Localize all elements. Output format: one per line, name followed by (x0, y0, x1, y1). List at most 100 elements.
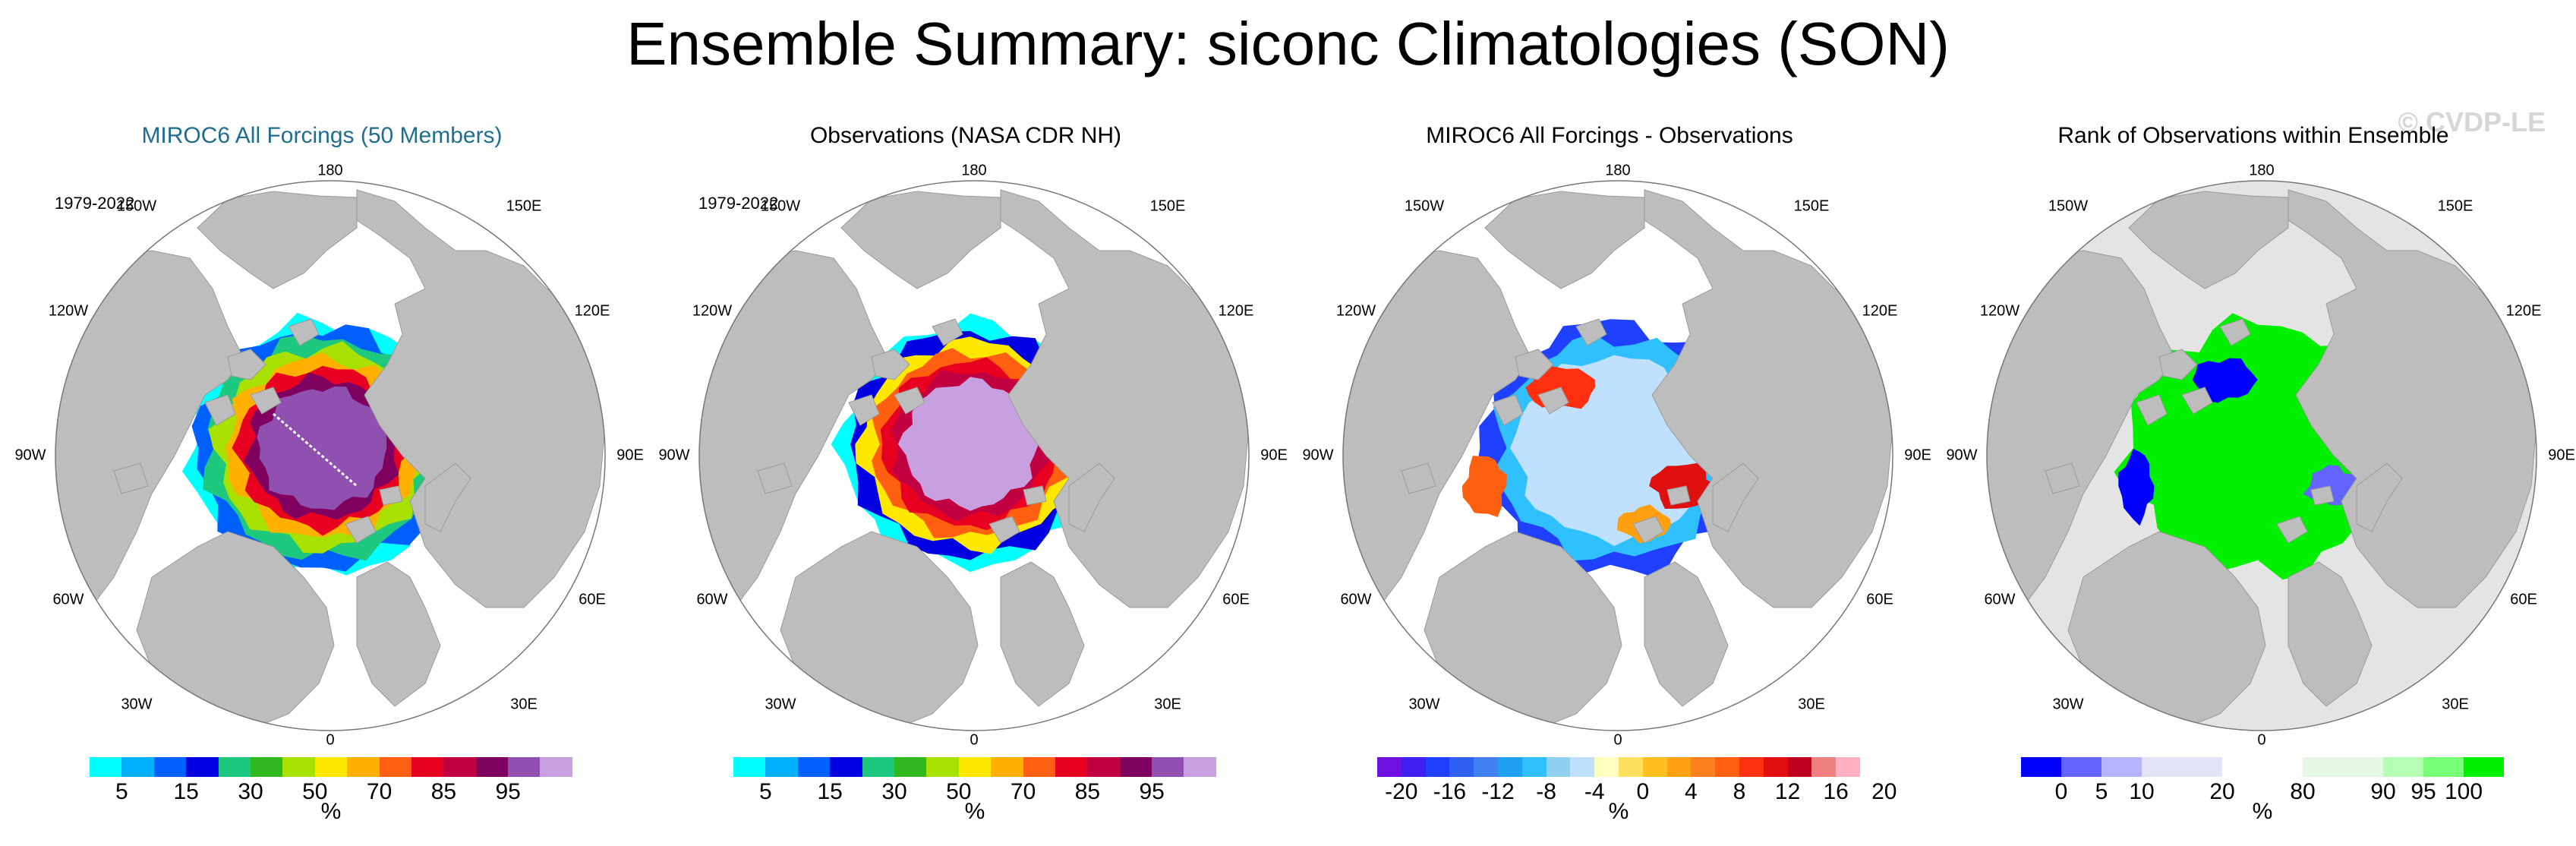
colorbar-tick-label: -16 (1433, 779, 1467, 804)
colorbar-tick-label: 90 (2370, 779, 2396, 804)
polar-map (1342, 180, 1893, 731)
longitude-label: 60W (696, 591, 728, 608)
colorbar-swatch (894, 757, 927, 777)
land-mass (356, 189, 605, 608)
colorbar-tick-label: 95 (495, 779, 521, 804)
colorbar-swatch (1521, 757, 1547, 777)
watermark: © CVDP-LE (2398, 106, 2546, 137)
colorbar-tick-label: 85 (430, 779, 457, 804)
colorbar-swatch (926, 757, 959, 777)
longitude-label: 30W (765, 696, 796, 713)
colorbar-swatch (1546, 757, 1571, 777)
colorbar-swatch (1715, 757, 1739, 777)
colorbar-tick-label: 5 (2095, 779, 2108, 804)
land-mass (2288, 189, 2537, 608)
colorbar-swatch (1377, 757, 1402, 777)
colorbar-swatch (508, 757, 541, 777)
longitude-label: 120W (1335, 302, 1376, 320)
colorbar (90, 757, 572, 777)
colorbar-swatch (1594, 757, 1619, 777)
panel-title: Rank of Observations within Ensemble (2057, 123, 2449, 148)
polar-map (1986, 180, 2537, 731)
longitude-label: 0 (1613, 731, 1622, 749)
colorbar-swatch (2343, 757, 2383, 777)
longitude-label: 180 (2249, 162, 2275, 179)
colorbar-swatch (250, 757, 283, 777)
longitude-label: 150W (2048, 197, 2089, 215)
longitude-label: 60W (1340, 591, 1372, 608)
colorbar-swatch (218, 757, 251, 777)
longitude-label: 60E (2510, 591, 2537, 608)
land-mass (1644, 561, 1729, 707)
longitude-label: 120W (692, 302, 733, 320)
colorbar-swatch (540, 757, 572, 777)
colorbar-swatch (1023, 757, 1055, 777)
colorbar-swatch (830, 757, 862, 777)
colorbar-tick-label: 95 (1139, 779, 1165, 804)
colorbar-tick-label: 20 (1871, 779, 1897, 804)
land-mass (197, 191, 358, 289)
colorbar-tick-label: 0 (1636, 779, 1650, 804)
colorbar-swatch (797, 757, 831, 777)
colorbar-swatch (2061, 757, 2101, 777)
panel-title: Observations (NASA CDR NH) (809, 123, 1122, 148)
colorbar-swatch (1570, 757, 1595, 777)
longitude-label: 90W (1946, 447, 1978, 464)
period-label: 1979-2022 (698, 194, 779, 213)
colorbar-swatch (2383, 757, 2423, 777)
colorbar-tick-label: 5 (759, 779, 772, 804)
longitude-label: 150E (506, 197, 542, 215)
colorbar-swatch (347, 757, 380, 777)
longitude-label: 120E (2505, 302, 2542, 320)
longitude-label: 60W (52, 591, 84, 608)
longitude-label: 60E (579, 591, 606, 608)
colorbar-tick-label: 95 (2410, 779, 2436, 804)
land-mass (424, 462, 471, 532)
land-mass (840, 191, 1001, 289)
colorbar-tick-label: 70 (1010, 779, 1036, 804)
longitude-label: 30W (121, 696, 153, 713)
colorbar-swatch (1401, 757, 1426, 777)
land-mass (356, 561, 441, 707)
longitude-label: 180 (1605, 162, 1631, 179)
colorbar-swatch (765, 757, 798, 777)
longitude-label: 120E (1862, 302, 1898, 320)
colorbar-swatch (1184, 757, 1216, 777)
colorbar-swatch (1691, 757, 1716, 777)
colorbar-unit: % (1608, 799, 1629, 824)
longitude-label: 180 (317, 162, 343, 179)
colorbar-tick-label: -12 (1481, 779, 1515, 804)
longitude-label: 150W (116, 197, 157, 215)
colorbar-tick-label: 0 (2054, 779, 2068, 804)
colorbar-swatch (733, 757, 766, 777)
colorbar (2021, 757, 2504, 777)
land-mass (2128, 191, 2289, 289)
longitude-label: 60W (1984, 591, 2016, 608)
colorbar-tick-label: 50 (946, 779, 972, 804)
panel-model-climatology: MIROC6 All Forcings (50 Members) 1979-202… (0, 0, 644, 846)
colorbar-tick-label: -8 (1536, 779, 1556, 804)
longitude-label: 150E (2437, 197, 2474, 215)
colorbar-swatch (1055, 757, 1088, 777)
colorbar-swatch (1739, 757, 1764, 777)
colorbar-swatch (1836, 757, 1860, 777)
longitude-label: 60E (1866, 591, 1893, 608)
colorbar-swatch (1425, 757, 1450, 777)
map-boundary (698, 180, 1250, 731)
land-mass (1000, 189, 1249, 608)
colorbar-swatch (2101, 757, 2142, 777)
colorbar-swatch (379, 757, 411, 777)
colorbar-swatch (1763, 757, 1788, 777)
colorbar-swatch (121, 757, 154, 777)
longitude-label: 150E (1793, 197, 1830, 215)
colorbar-swatch (1666, 757, 1692, 777)
longitude-label: 30E (1798, 696, 1825, 713)
colorbar-swatch (1811, 757, 1837, 777)
colorbar-swatch (1787, 757, 1812, 777)
colorbar-tick-label: 50 (302, 779, 328, 804)
colorbar-swatch (862, 757, 894, 777)
colorbar-unit: % (320, 799, 342, 824)
colorbar-swatch (2303, 757, 2343, 777)
longitude-label: 120W (48, 302, 89, 320)
longitude-label: 120E (574, 302, 610, 320)
